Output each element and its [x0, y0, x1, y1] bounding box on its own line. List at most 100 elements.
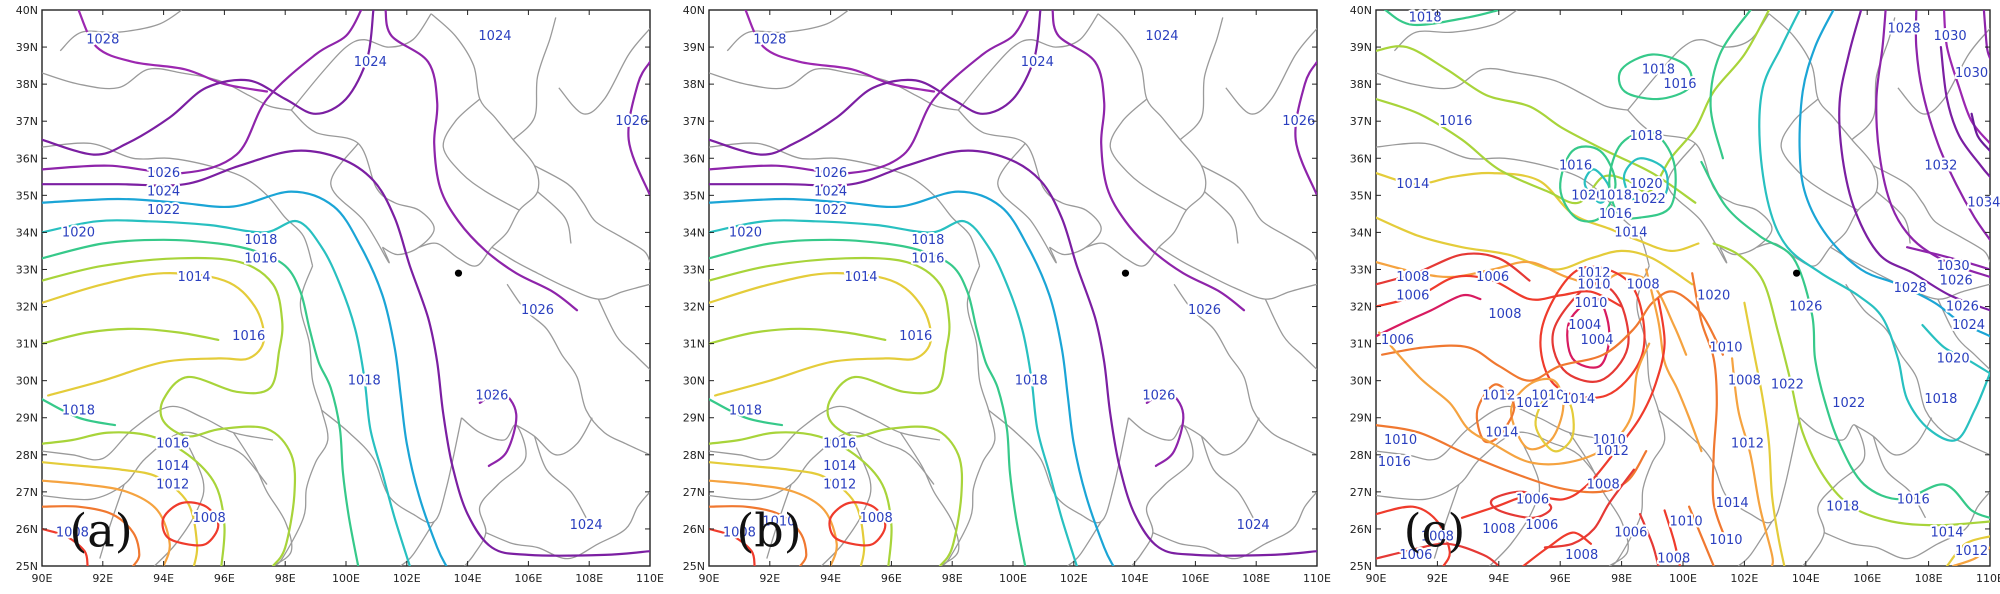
x-tick-label: 106E	[514, 572, 542, 585]
isobar-label: 1008	[723, 526, 756, 541]
y-tick-label: 30N	[1350, 375, 1372, 388]
province-boundary	[461, 417, 527, 566]
x-tick-label: 106E	[1853, 572, 1881, 585]
y-tick-label: 30N	[683, 375, 705, 388]
province-boundary	[1657, 409, 1801, 524]
contour-labels: 1018101810161016101810141016102010201018…	[1376, 8, 2000, 568]
isobar-1008	[1522, 531, 1592, 566]
isobar-1004	[1376, 293, 1482, 338]
panel-b: 1028 1024 1024 1026 1024 1022 1020 1018 1016 1014…	[667, 0, 1331, 594]
province-boundary	[766, 484, 792, 559]
isobar-1026	[1051, 10, 1246, 312]
province-boundary	[1182, 417, 1260, 456]
y-tick-label: 29N	[16, 412, 38, 425]
isobar-label: 1026	[1142, 388, 1175, 403]
isobar-1012	[1645, 268, 1703, 453]
map-frame	[1375, 9, 1991, 567]
isobar-label: 1026	[1282, 114, 1315, 129]
x-tick-label: 104E	[1121, 572, 1149, 585]
isobar-label: 1030	[1934, 29, 1967, 44]
x-tick-label: 104E	[454, 572, 482, 585]
isobar-label: 1012	[1577, 266, 1610, 281]
province-boundary	[400, 521, 435, 566]
isobar-label: 1026	[1188, 303, 1221, 318]
isobar-label: 1020	[1937, 351, 1970, 366]
isobar-label: 1024	[1021, 55, 1054, 70]
province-boundary	[1872, 436, 1927, 519]
province-boundary	[1173, 283, 1317, 456]
isobar-label: 1020	[62, 225, 95, 240]
isobar-1026	[709, 10, 1030, 175]
isobar-label: 1030	[1955, 66, 1988, 81]
y-tick-label: 36N	[1350, 152, 1372, 165]
province-boundary	[899, 432, 960, 566]
isobar-label: 1014	[1396, 177, 1429, 192]
isobar-1026	[1145, 390, 1185, 467]
isobar-1020	[1622, 157, 1669, 204]
isobar-1014	[1376, 216, 1694, 286]
province-boundary	[1225, 28, 1317, 115]
isobar-label: 1016	[1599, 207, 1632, 222]
map-b: 1028 1024 1024 1026 1024 1022 1020 1018 1016 1014…	[683, 4, 1331, 585]
isobar-label: 1014	[1716, 496, 1749, 511]
isobar-label: 1018	[1924, 392, 1957, 407]
x-tick-label: 98E	[275, 572, 296, 585]
isobar-label: 1028	[753, 33, 786, 48]
province-boundary	[485, 491, 650, 560]
isobar-1010	[1381, 290, 1724, 382]
isobar-label: 1024	[354, 55, 387, 70]
province-boundary	[1872, 165, 1990, 263]
isobar-1026	[478, 390, 518, 467]
isobar-label: 1010	[1577, 277, 1610, 292]
isobar-label: 1022	[147, 203, 180, 218]
isobar-label: 1008	[56, 526, 89, 541]
panel-label: (a)	[69, 504, 132, 558]
isobar-label: 1008	[1627, 277, 1660, 292]
isobar-1010	[709, 505, 808, 566]
x-tick-label: 110E	[1303, 572, 1331, 585]
y-tick-label: 34N	[1350, 226, 1372, 239]
province-boundary	[1489, 432, 1541, 566]
y-tick-label: 40N	[16, 4, 38, 17]
province-boundary	[1128, 417, 1194, 566]
y-tick-label: 27N	[16, 486, 38, 499]
isobar-1008	[42, 527, 89, 566]
x-tick-label: 102E	[1730, 572, 1758, 585]
isobar-1016	[42, 256, 297, 566]
isobar-label: 1008	[1657, 552, 1690, 567]
province-boundary	[1393, 10, 1518, 52]
boundary-layer	[709, 10, 1317, 566]
isobar-1016	[1376, 45, 1697, 204]
contour-layer	[42, 10, 650, 566]
province-boundary	[1204, 191, 1239, 244]
isobar-label: 1024	[570, 518, 603, 533]
province-boundary	[59, 10, 183, 52]
contour-layer	[1376, 10, 1990, 566]
province-boundary	[1158, 246, 1317, 300]
y-tick-label: 25N	[1350, 560, 1372, 573]
y-tick-label: 28N	[1350, 449, 1372, 462]
isobar-label: 1026	[147, 166, 180, 181]
axis-ticks: 90E 92E 94E 96E 98E 100E 102E 104E 106E 108E 110E 2…	[16, 4, 664, 585]
y-tick-label: 32N	[16, 301, 38, 314]
x-tick-label: 110E	[1976, 572, 2000, 585]
province-boundary	[1568, 432, 1629, 566]
isobar-label: 1018	[244, 233, 277, 248]
axis-ticks: 90E 92E 94E 96E 98E 100E 102E 104E 106E 108E 110E 2…	[1350, 4, 2000, 585]
isobar-label: 1016	[911, 251, 944, 266]
province-boundary	[1433, 484, 1460, 559]
province-boundary	[1376, 431, 1604, 501]
isobar-label: 1012	[1516, 396, 1549, 411]
x-tick-label: 100E	[1669, 572, 1697, 585]
isobar-label: 1026	[521, 303, 554, 318]
isobar-label: 1008	[860, 511, 893, 526]
isobar-1018	[709, 238, 1027, 566]
y-tick-label: 37N	[16, 115, 38, 128]
x-tick-label: 110E	[636, 572, 664, 585]
isobar-label: 1028	[1894, 281, 1927, 296]
x-tick-label: 94E	[153, 572, 174, 585]
isobar-label: 1008	[193, 511, 226, 526]
y-tick-label: 29N	[683, 412, 705, 425]
province-boundary	[1067, 521, 1102, 566]
isobar-label: 1022	[1832, 396, 1865, 411]
